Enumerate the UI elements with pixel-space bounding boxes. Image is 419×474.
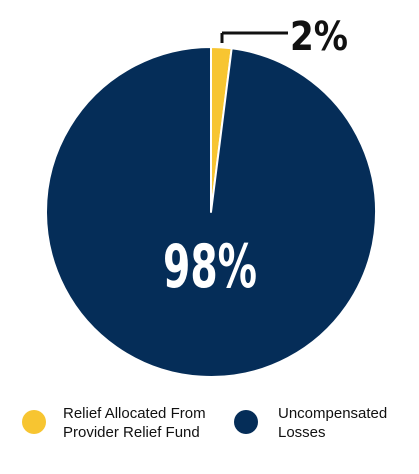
pie-slices	[45, 46, 377, 378]
legend-item-uncompensated: Uncompensated Losses	[234, 404, 419, 470]
legend-swatch-uncompensated	[234, 410, 258, 434]
pie-slice-uncompensated	[45, 46, 377, 378]
data-label-relief: 2%	[290, 14, 348, 60]
legend-label-uncompensated: Uncompensated Losses	[278, 405, 388, 441]
legend-swatch-relief	[22, 410, 46, 434]
legend-label-relief: Relief Allocated From Provider Relief Fu…	[63, 405, 206, 441]
legend-item-relief: Relief Allocated From Provider Relief Fu…	[22, 404, 242, 470]
data-label-uncompensated: 98%	[163, 232, 257, 302]
